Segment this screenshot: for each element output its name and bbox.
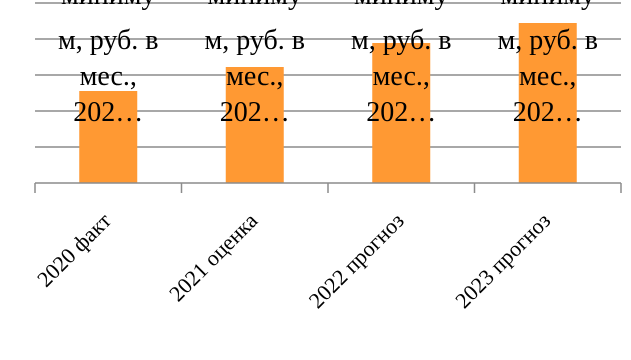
bars bbox=[79, 23, 577, 183]
bar bbox=[225, 67, 284, 183]
bar bbox=[79, 91, 138, 183]
bar bbox=[518, 23, 577, 183]
data-label: минимум, руб. вмес.,202… bbox=[498, 0, 598, 128]
x-tick-labels: 2020 факт 2021 оценка 2022 прогноз 2023 про… bbox=[32, 208, 555, 313]
x-axis bbox=[34, 182, 622, 193]
x-tick-label: 2022 прогноз bbox=[304, 208, 409, 313]
x-tick-label: 2020 факт bbox=[32, 208, 116, 292]
bar bbox=[372, 43, 431, 183]
x-tick-label: 2021 оценка bbox=[164, 208, 262, 306]
data-label: минимум, руб. вмес.,202… bbox=[58, 0, 158, 128]
data-label: минимум, руб. вмес.,202… bbox=[351, 0, 451, 128]
x-tick-label: 2023 прогноз bbox=[450, 208, 555, 313]
data-label: минимум, руб. вмес.,202… bbox=[205, 0, 305, 128]
